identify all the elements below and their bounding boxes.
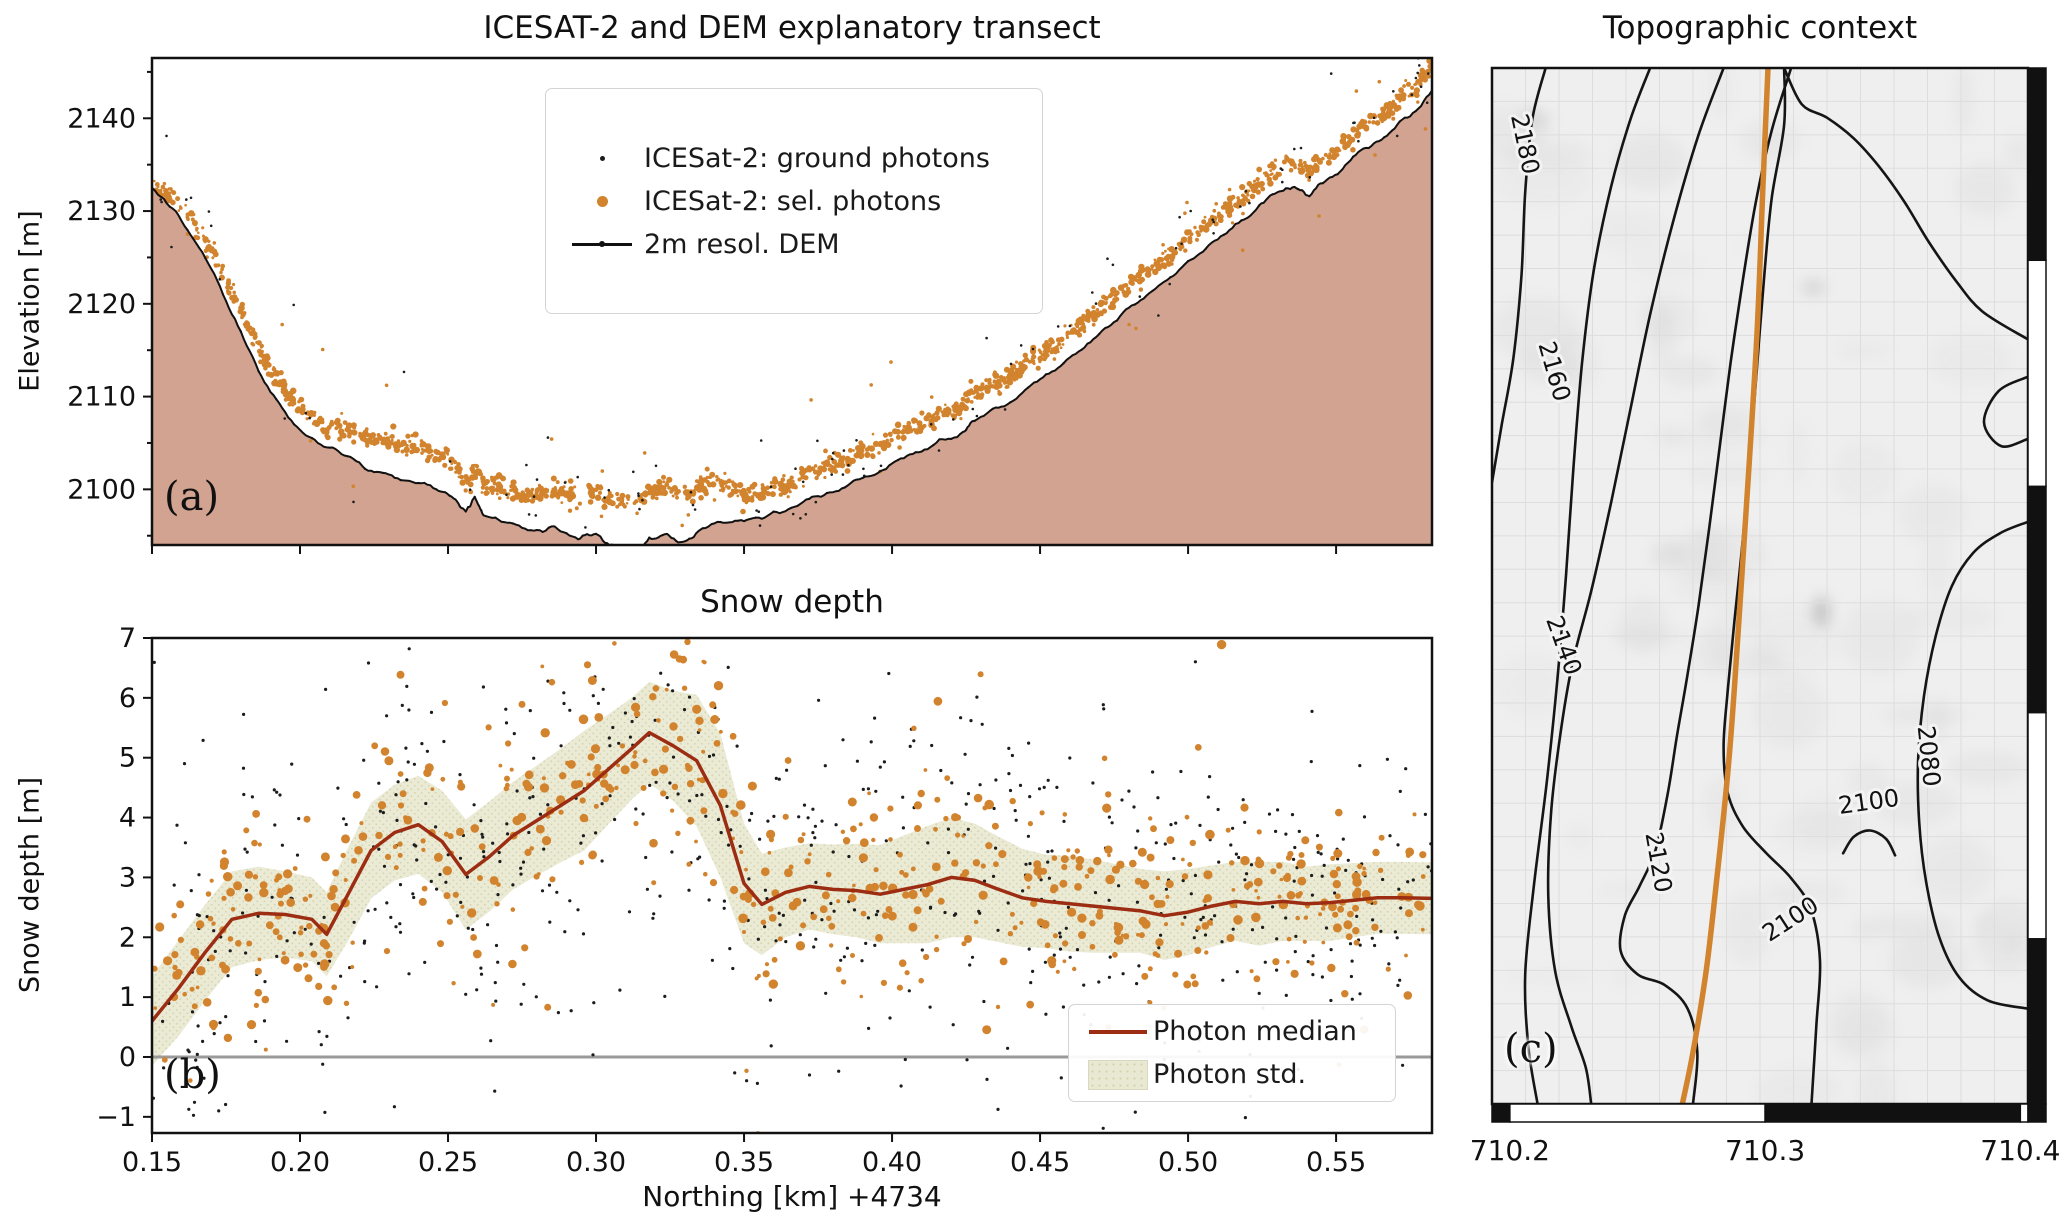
legend-label: 2m resol. DEM xyxy=(644,228,840,260)
svg-text:4734.4: 4734.4 xyxy=(2065,439,2067,533)
svg-text:−1: −1 xyxy=(96,1102,136,1133)
svg-text:0.45: 0.45 xyxy=(1010,1147,1070,1178)
svg-text:2110: 2110 xyxy=(67,382,136,413)
svg-text:0.20: 0.20 xyxy=(270,1147,330,1178)
panel-b-legend: Photon median Photon std. xyxy=(1068,1004,1396,1102)
svg-text:5: 5 xyxy=(119,743,136,774)
svg-text:3: 3 xyxy=(119,862,136,893)
legend-label: ICESat-2: ground photons xyxy=(644,142,990,174)
svg-text:4734.2: 4734.2 xyxy=(2065,892,2067,986)
legend-label: Photon std. xyxy=(1153,1059,1307,1090)
legend-item-sel-photons: ICESat-2: sel. photons xyxy=(546,180,1042,223)
legend-item-ground-photons: ICESat-2: ground photons xyxy=(546,137,1042,180)
panel-b-letter: (b) xyxy=(164,1052,221,1098)
svg-text:0: 0 xyxy=(119,1042,136,1073)
svg-text:710.3: 710.3 xyxy=(1725,1134,1805,1167)
std-band-marker-icon xyxy=(1083,1059,1153,1090)
svg-text:2: 2 xyxy=(119,922,136,953)
panel-a-title: ICESAT-2 and DEM explanatory transect xyxy=(483,10,1101,46)
svg-text:0.35: 0.35 xyxy=(714,1147,774,1178)
svg-text:7: 7 xyxy=(119,623,136,654)
svg-text:0.15: 0.15 xyxy=(122,1147,182,1178)
svg-text:2120: 2120 xyxy=(67,289,136,320)
panel-a-plot xyxy=(152,58,1432,545)
contour-lines xyxy=(1492,68,2028,1104)
median-line-marker-icon xyxy=(1083,1029,1153,1034)
panel-b-title: Snow depth xyxy=(700,584,884,620)
dem-line-marker-icon xyxy=(560,241,644,247)
panel-c-title: Topographic context xyxy=(1602,10,1918,46)
svg-text:1: 1 xyxy=(119,982,136,1013)
svg-text:2140: 2140 xyxy=(67,103,136,134)
svg-text:2130: 2130 xyxy=(67,196,136,227)
svg-text:710.2: 710.2 xyxy=(1470,1134,1550,1167)
ground-photon-marker-icon xyxy=(560,155,644,161)
svg-text:0.50: 0.50 xyxy=(1158,1147,1218,1178)
panel-c-letter: (c) xyxy=(1504,1026,1558,1072)
svg-text:710.4: 710.4 xyxy=(1980,1134,2060,1167)
transect-line xyxy=(1679,68,1771,1104)
dem-line-markers xyxy=(152,89,1432,545)
panel-a-ylabel: Elevation [m] xyxy=(14,210,46,392)
legend-item-photon-median: Photon median xyxy=(1069,1010,1395,1053)
panel-a-legend: ICESat-2: ground photons ICESat-2: sel. … xyxy=(545,88,1043,314)
panel-b-xlabel: Northing [km] +4734 xyxy=(642,1180,942,1213)
svg-text:0.25: 0.25 xyxy=(418,1147,478,1178)
svg-text:0.55: 0.55 xyxy=(1306,1147,1366,1178)
legend-item-photon-std: Photon std. xyxy=(1069,1053,1395,1096)
panel-a-letter: (a) xyxy=(164,474,220,520)
legend-label: ICESat-2: sel. photons xyxy=(644,185,942,217)
legend-item-dem: 2m resol. DEM xyxy=(546,223,1042,266)
sel-photon-marker-icon xyxy=(560,195,644,207)
svg-text:0.40: 0.40 xyxy=(862,1147,922,1178)
svg-text:0.30: 0.30 xyxy=(566,1147,626,1178)
svg-text:2100: 2100 xyxy=(67,474,136,505)
svg-text:4734.5: 4734.5 xyxy=(2065,213,2067,307)
svg-text:4: 4 xyxy=(119,803,136,834)
map-tick-labels: 710.2 710.3 710.4 4734.5 4734.4 4734.3 4734.2 xyxy=(1470,213,2067,1167)
svg-text:6: 6 xyxy=(119,683,136,714)
panel-a-axes: 2100 2110 2120 2130 2140 xyxy=(67,56,1434,554)
map-grid xyxy=(1492,68,2028,1104)
panel-b-ylabel: Snow depth [m] xyxy=(14,777,46,993)
legend-label: Photon median xyxy=(1153,1016,1357,1047)
panel-b-axes: −1 0 1 2 3 4 5 6 7 0.15 0.20 0.25 0.30 0.35 0.40 0.45 0.… xyxy=(96,623,1434,1178)
panel-a-photon-scatter xyxy=(152,58,1432,529)
svg-text:4734.3: 4734.3 xyxy=(2065,665,2067,759)
panel-b-photon-scatter xyxy=(152,638,1432,1133)
map-frame xyxy=(1490,66,2047,1123)
